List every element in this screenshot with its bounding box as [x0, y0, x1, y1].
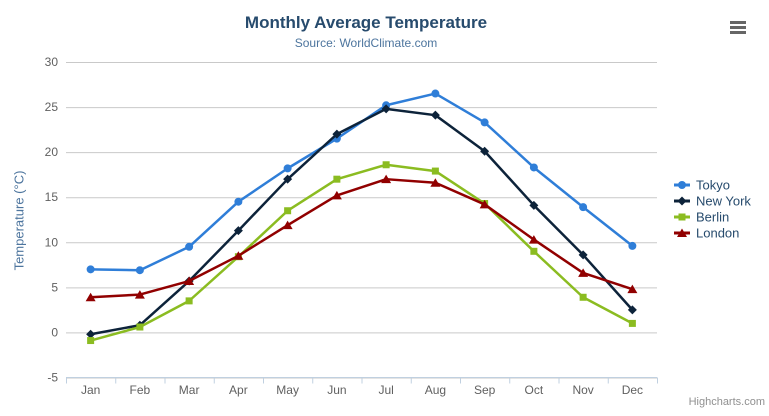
data-point-london-oct[interactable]: [528, 235, 539, 244]
data-point-berlin-aug[interactable]: [431, 167, 439, 175]
data-point-tokyo-may[interactable]: [283, 164, 292, 173]
data-point-tokyo-aug[interactable]: [431, 89, 440, 98]
x-axis-label: Aug: [425, 383, 446, 397]
legend-marker-tokyo-icon: [678, 181, 686, 189]
credits-link[interactable]: Highcharts.com: [688, 396, 765, 408]
data-point-london-feb[interactable]: [134, 290, 145, 299]
y-axis-label: 20: [45, 145, 59, 159]
y-axis-title: Temperature (°C): [11, 170, 27, 271]
data-point-london-jun[interactable]: [331, 190, 342, 200]
legend-item-new-york[interactable]: New York: [674, 194, 751, 209]
series-tokyo: [86, 89, 637, 275]
data-point-new-york-sep[interactable]: [480, 146, 490, 156]
series-line-tokyo: [89, 92, 634, 272]
x-axis-label: Jul: [378, 383, 393, 397]
data-point-london-jul[interactable]: [381, 174, 392, 184]
data-point-london-nov[interactable]: [578, 268, 589, 277]
x-axis-label: May: [276, 383, 299, 397]
data-point-berlin-dec[interactable]: [628, 319, 636, 327]
data-point-new-york-apr[interactable]: [233, 226, 243, 236]
legend-item-london[interactable]: London: [674, 226, 739, 241]
data-point-new-york-oct[interactable]: [529, 200, 539, 210]
x-axis-label: Feb: [130, 383, 151, 397]
y-axis-label: 5: [51, 280, 58, 294]
data-point-berlin-feb[interactable]: [136, 323, 144, 331]
data-point-berlin-jan[interactable]: [87, 337, 95, 345]
series-line-new-york: [89, 107, 634, 336]
y-axis-label: 10: [45, 235, 59, 249]
data-point-london-dec[interactable]: [627, 284, 638, 294]
legend-label-tokyo: Tokyo: [696, 178, 730, 193]
legend-marker-new-york-icon: [677, 196, 687, 206]
data-point-tokyo-apr[interactable]: [234, 197, 243, 206]
x-axis-label: Jan: [81, 383, 100, 397]
legend-label-london: London: [696, 226, 739, 241]
y-axis-label: 30: [45, 55, 59, 69]
data-point-berlin-mar[interactable]: [185, 297, 193, 305]
x-axis-label: Jun: [327, 383, 346, 397]
data-point-london-mar[interactable]: [184, 276, 195, 286]
data-point-tokyo-feb[interactable]: [135, 266, 144, 275]
data-point-berlin-jul[interactable]: [382, 161, 390, 169]
series-london: [85, 174, 638, 302]
series-line-berlin: [89, 163, 634, 342]
chart-title: Monthly Average Temperature: [244, 13, 488, 32]
data-point-berlin-oct[interactable]: [530, 247, 538, 255]
export-menu-button[interactable]: [730, 20, 750, 36]
series-line-london: [89, 177, 634, 299]
x-axis-label: Nov: [572, 383, 593, 397]
data-point-london-sep[interactable]: [479, 199, 490, 209]
legend-label-berlin: Berlin: [696, 210, 729, 225]
hamburger-icon: [730, 30, 746, 34]
data-point-tokyo-dec[interactable]: [628, 241, 637, 250]
data-point-new-york-may[interactable]: [283, 174, 293, 184]
data-point-tokyo-nov[interactable]: [579, 203, 588, 212]
data-point-berlin-jun[interactable]: [333, 175, 341, 183]
data-point-london-aug[interactable]: [430, 178, 441, 187]
x-axis-label: Sep: [474, 383, 496, 397]
data-point-new-york-nov[interactable]: [578, 250, 588, 260]
hamburger-icon: [730, 20, 746, 24]
legend-item-tokyo[interactable]: Tokyo: [674, 178, 730, 193]
legend-marker-london-icon: [677, 228, 687, 237]
data-point-tokyo-oct[interactable]: [529, 163, 538, 172]
x-axis-label: Mar: [179, 383, 200, 397]
data-point-new-york-jul[interactable]: [381, 104, 391, 114]
data-point-new-york-aug[interactable]: [430, 110, 440, 120]
legend-item-berlin[interactable]: Berlin: [674, 210, 729, 225]
y-axis-label: 15: [45, 190, 59, 204]
chart-subtitle: Source: WorldClimate.com: [294, 36, 438, 50]
series-new-york: [86, 104, 637, 339]
data-point-new-york-jan[interactable]: [86, 329, 96, 339]
data-point-tokyo-mar[interactable]: [185, 242, 194, 251]
data-point-london-apr[interactable]: [233, 251, 244, 260]
x-axis-label: Dec: [622, 383, 643, 397]
data-point-new-york-jun[interactable]: [332, 129, 342, 139]
data-point-london-may[interactable]: [282, 220, 293, 230]
y-axis-label: 25: [45, 100, 59, 114]
data-point-berlin-may[interactable]: [284, 207, 292, 215]
x-axis-label: Oct: [525, 383, 544, 397]
data-point-berlin-nov[interactable]: [579, 293, 587, 301]
y-axis-label: -5: [47, 371, 58, 385]
data-point-tokyo-sep[interactable]: [480, 118, 489, 127]
data-point-tokyo-jan[interactable]: [86, 265, 95, 274]
x-axis-label: Apr: [229, 383, 248, 397]
legend-marker-berlin-icon: [678, 213, 686, 221]
hamburger-icon: [730, 25, 746, 29]
legend-label-new-york: New York: [696, 194, 751, 209]
data-point-london-jan[interactable]: [85, 292, 96, 302]
data-point-new-york-dec[interactable]: [627, 305, 637, 315]
y-axis-label: 0: [51, 325, 58, 339]
